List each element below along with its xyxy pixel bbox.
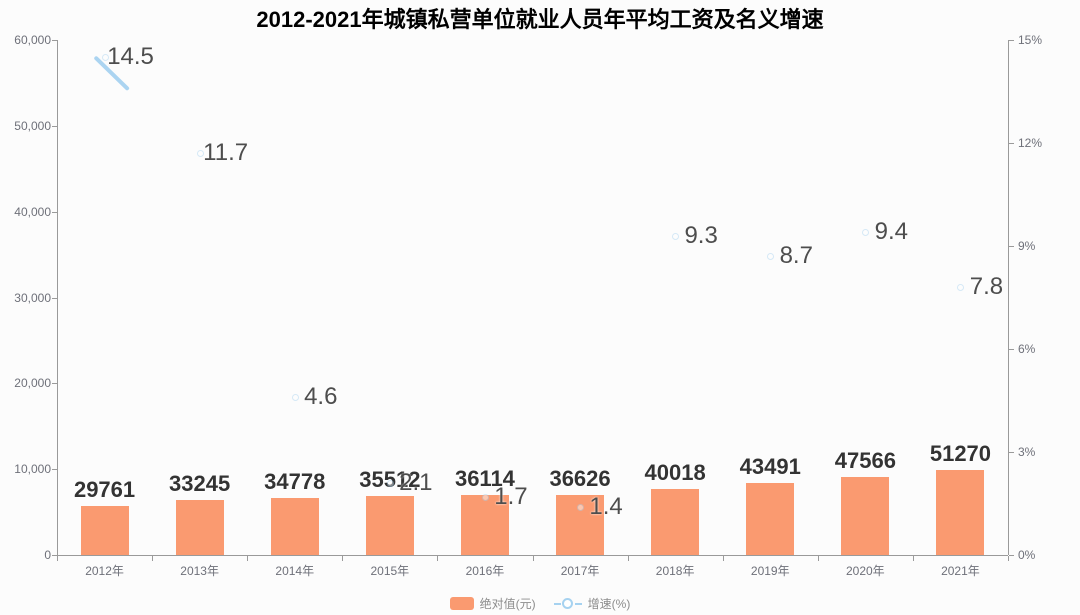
x-axis-tick	[912, 556, 914, 561]
bar-2014年[interactable]	[270, 497, 319, 555]
growth-value-label: 8.7	[779, 242, 813, 270]
bar-2016年[interactable]	[460, 495, 509, 555]
line-point-marker[interactable]	[291, 394, 299, 402]
x-axis-tick	[247, 556, 249, 561]
y-axis-tick-label-right: 15%	[1018, 33, 1043, 47]
y-axis-tick-label-left: 0	[44, 548, 51, 562]
right-axis-tick	[1009, 40, 1014, 41]
line-point-marker[interactable]	[767, 253, 775, 261]
line-point-marker[interactable]	[196, 150, 204, 158]
x-axis-tick	[152, 556, 154, 561]
growth-value-label: 2.1	[399, 468, 433, 496]
x-axis-tick	[817, 556, 819, 561]
x-axis-tick	[57, 556, 58, 561]
bar-value-label: 33245	[169, 471, 231, 497]
right-axis-tick	[1009, 143, 1014, 144]
left-axis-tick	[52, 383, 57, 385]
left-axis-tick	[52, 125, 57, 127]
legend-item-bar-series[interactable]: 绝对值(元)	[449, 595, 536, 612]
bar-value-label: 47566	[834, 447, 896, 473]
bar-value-label: 36114	[454, 466, 515, 492]
growth-value-label: 9.3	[684, 221, 718, 249]
x-axis-category-label: 2014年	[275, 564, 315, 578]
x-axis-tick	[342, 556, 344, 561]
y-axis-tick-label-right: 6%	[1018, 342, 1036, 356]
growth-value-label: 9.4	[874, 218, 909, 246]
bar-2021年[interactable]	[936, 470, 985, 555]
line-point-marker[interactable]	[386, 479, 394, 487]
line-series-marker-icon	[553, 598, 582, 609]
x-axis-category-label: 2020年	[845, 564, 885, 578]
right-axis-tick	[1009, 555, 1014, 556]
line-point-marker[interactable]	[957, 284, 965, 292]
chart-title: 2012-2021年城镇私营单位就业人员年平均工资及名义增速	[256, 7, 824, 32]
bar-2012年[interactable]	[80, 505, 129, 555]
growth-value-label: 1.7	[494, 482, 528, 510]
x-axis-tick	[437, 556, 439, 561]
bar-series-swatch-icon	[449, 597, 474, 610]
x-axis-line	[57, 555, 1008, 556]
bar-2015年[interactable]	[365, 496, 414, 555]
y-axis-tick-label-right: 3%	[1018, 445, 1036, 459]
y-axis-tick-label-left: 10,000	[14, 462, 51, 477]
growth-value-label: 11.7	[203, 139, 249, 167]
x-axis-tick	[722, 556, 724, 561]
growth-value-label: 7.8	[969, 273, 1004, 301]
y-axis-tick-label-left: 60,000	[14, 33, 51, 47]
x-axis-category-label: 2015年	[370, 564, 410, 578]
line-point-marker[interactable]	[672, 232, 680, 240]
left-axis-tick	[52, 40, 57, 41]
growth-value-label: 14.5	[107, 43, 154, 71]
y-axis-tick-label-left: 40,000	[14, 204, 51, 219]
left-axis-tick	[52, 469, 57, 471]
x-axis-category-label: 2017年	[560, 564, 600, 578]
growth-value-label: 1.4	[589, 492, 623, 520]
x-axis-category-label: 2013年	[180, 564, 219, 578]
bar-value-label: 29761	[73, 476, 136, 502]
legend-line-label: 增速(%)	[587, 597, 631, 611]
line-point-marker[interactable]	[101, 54, 109, 62]
left-axis-tick	[52, 297, 57, 299]
x-axis-category-label: 2021年	[941, 564, 980, 578]
bar-2019年[interactable]	[746, 483, 795, 555]
line-point-marker[interactable]	[577, 503, 585, 511]
x-axis-category-label: 2018年	[655, 564, 695, 578]
right-axis-tick	[1009, 246, 1014, 247]
bar-value-label: 34778	[264, 468, 326, 494]
bar-2020年[interactable]	[841, 476, 890, 555]
y-axis-tick-label-right: 12%	[1018, 136, 1043, 150]
x-axis-tick	[532, 556, 534, 561]
left-axis-tick	[52, 555, 57, 556]
x-axis-category-label: 2016年	[465, 564, 505, 578]
y-axis-tick-label-left: 20,000	[14, 376, 51, 391]
y-axis-tick-label-right: 0%	[1018, 548, 1036, 562]
legend-item-line-series[interactable]: 增速(%)	[553, 595, 631, 612]
bar-value-label: 51270	[929, 441, 992, 467]
y-axis-tick-label-right: 9%	[1018, 239, 1036, 253]
bar-value-label: 36626	[549, 465, 611, 491]
right-axis-line	[1008, 40, 1009, 555]
line-point-marker[interactable]	[481, 493, 489, 501]
bar-2013年[interactable]	[175, 500, 224, 555]
x-axis-tick	[1008, 556, 1009, 561]
y-axis-tick-label-left: 50,000	[14, 118, 51, 133]
bar-value-label: 40018	[644, 459, 706, 485]
growth-value-label: 4.6	[304, 383, 338, 411]
x-axis-tick	[627, 556, 629, 561]
y-axis-tick-label-left: 30,000	[14, 290, 51, 305]
left-axis-line	[57, 40, 58, 555]
right-axis-tick	[1009, 349, 1014, 350]
line-point-marker[interactable]	[862, 229, 870, 237]
x-axis-category-label: 2012年	[85, 564, 124, 578]
bar-2018年[interactable]	[651, 488, 700, 555]
right-axis-tick	[1009, 452, 1014, 453]
bar-value-label: 43491	[739, 454, 801, 480]
chart-legend: 绝对值(元) 增速(%)	[0, 595, 1080, 612]
x-axis-category-label: 2019年	[750, 564, 790, 578]
legend-bar-label: 绝对值(元)	[479, 597, 536, 611]
left-axis-tick	[52, 211, 57, 213]
